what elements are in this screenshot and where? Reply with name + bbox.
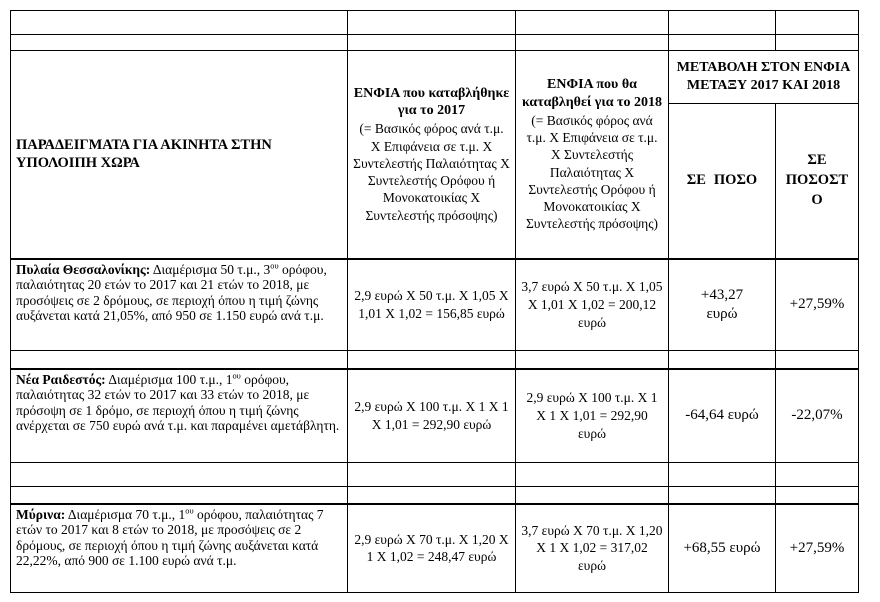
- subheader-change-percent: ΣΕ ΠΟΣΟΣΤΟ: [775, 103, 859, 259]
- header-examples: ΠΑΡΑΔΕΙΓΜΑΤΑ ΓΙΑ ΑΚΙΝΗΤΑ ΣΤΗΝ ΥΠΟΛΟΙΠΗ Χ…: [10, 50, 348, 259]
- change-amount-cell: +43,27 ευρώ: [668, 257, 776, 351]
- ordinal-superscript: ου: [232, 371, 241, 380]
- calc-2017-cell: 2,9 ευρώ Χ 70 τ.μ. Χ 1,20 Χ 1 Χ 1,02 = 2…: [347, 502, 516, 593]
- spacer-cell: [775, 350, 859, 369]
- spacer-cell: [347, 462, 516, 487]
- header-enfia-2018: ΕΝΦΙΑ που θα καταβληθεί για το 2018 (= Β…: [515, 50, 669, 259]
- header-enfia-2018-title: ΕΝΦΙΑ που θα καταβληθεί για το 2018: [522, 76, 662, 110]
- header-enfia-2017-formula: (= Βασικός φόρος ανά τ.μ. Χ Επιφάνεια σε…: [353, 121, 510, 223]
- property-name: Πυλαία Θεσσαλονίκης:: [16, 261, 151, 277]
- spacer-cell: [668, 462, 776, 487]
- header-enfia-2018-formula: (= Βασικός φόρος ανά τ.μ. Χ Επιφάνεια σε…: [525, 112, 659, 232]
- description-text: Διαμέρισμα 50 τ.μ., 3: [152, 261, 271, 277]
- spacer-cell: [515, 10, 669, 35]
- calc-2018-cell: 3,7 ευρώ Χ 50 τ.μ. Χ 1,05 Χ 1,01 Χ 1,02 …: [515, 257, 669, 351]
- spacer-cell: [668, 10, 776, 35]
- spacer-cell: [515, 486, 669, 504]
- calc-2017-cell: 2,9 ευρώ Χ 50 τ.μ. Χ 1,05 Χ 1,01 Χ 1,02 …: [347, 257, 516, 351]
- spacer-row: [10, 350, 859, 369]
- description-text: ορόφου, παλαιότητας 32 ετών το 2017 και …: [16, 371, 340, 434]
- spacer-row: [10, 486, 859, 504]
- spacer-cell: [515, 34, 669, 51]
- spacer-cell: [10, 350, 348, 369]
- spacer-cell: [668, 486, 776, 504]
- spacer-cell: [347, 486, 516, 504]
- header-enfia-2017-title: ΕΝΦΙΑ που καταβλήθηκε για το 2017: [353, 85, 510, 119]
- calc-2018-cell: 2,9 ευρώ Χ 100 τ.μ. Χ 1 Χ 1 Χ 1,01 = 292…: [515, 367, 669, 463]
- spacer-cell: [347, 34, 516, 51]
- header-change: ΜΕΤΑΒΟΛΗ ΣΤΟΝ ΕΝΦΙΑ ΜΕΤΑΞΥ 2017 ΚΑΙ 2018: [668, 50, 859, 104]
- property-description: Πυλαία Θεσσαλονίκης: Διαμέρισμα 50 τ.μ.,…: [10, 257, 348, 351]
- spacer-cell: [775, 34, 859, 51]
- change-amount-value: +43,27 ευρώ: [700, 287, 744, 322]
- spacer-cell: [10, 462, 348, 487]
- change-percent-cell: +27,59%: [775, 257, 859, 351]
- change-amount-cell: -64,64 ευρώ: [668, 367, 776, 463]
- change-percent-cell: -22,07%: [775, 367, 859, 463]
- spacer-row: [10, 462, 859, 487]
- enfia-comparison-table: ΠΑΡΑΔΕΙΓΜΑΤΑ ΓΙΑ ΑΚΙΝΗΤΑ ΣΤΗΝ ΥΠΟΛΟΙΠΗ Χ…: [10, 10, 859, 593]
- description-text: ορόφου, παλαιότητας 7 ετών το 2017 και 8…: [16, 506, 324, 569]
- spacer-cell: [347, 10, 516, 35]
- change-amount-cell: +68,55 ευρώ: [668, 502, 776, 593]
- spacer-cell: [10, 486, 348, 504]
- header-sub-row: ΣΕ ΠΟΣΟ ΣΕ ΠΟΣΟΣΤΟ: [11, 103, 859, 259]
- property-description: Νέα Ραιδεστός: Διαμέρισμα 100 τ.μ., 1ου …: [10, 367, 348, 463]
- spacer-cell: [347, 350, 516, 369]
- calc-2018-cell: 3,7 ευρώ Χ 70 τ.μ. Χ 1,20 Χ 1 Χ 1,02 = 3…: [515, 502, 669, 593]
- table-row-pylaia: Πυλαία Θεσσαλονίκης: Διαμέρισμα 50 τ.μ.,…: [10, 257, 859, 351]
- subheader-change-amount: ΣΕ ΠΟΣΟ: [668, 103, 776, 259]
- ordinal-superscript: ου: [185, 506, 194, 515]
- property-description: Μύρινα: Διαμέρισμα 70 τ.μ., 1ου ορόφου, …: [10, 502, 348, 593]
- spacer-cell: [668, 350, 776, 369]
- spacer-row: [10, 10, 859, 35]
- calc-2017-cell: 2,9 ευρώ Χ 100 τ.μ. Χ 1 Χ 1 Χ 1,01 = 292…: [347, 367, 516, 463]
- description-text: ορόφου, παλαιότητας 20 ετών το 2017 και …: [16, 261, 327, 324]
- spacer-cell: [515, 350, 669, 369]
- property-name: Μύρινα:: [16, 506, 66, 522]
- header-enfia-2017: ΕΝΦΙΑ που καταβλήθηκε για το 2017 (= Βασ…: [347, 50, 516, 259]
- spacer-cell: [775, 486, 859, 504]
- spacer-row: [10, 34, 859, 51]
- table-row-nea-raidestos: Νέα Ραιδεστός: Διαμέρισμα 100 τ.μ., 1ου …: [10, 367, 859, 463]
- spacer-cell: [668, 34, 776, 51]
- description-text: Διαμέρισμα 100 τ.μ., 1: [108, 371, 233, 387]
- spacer-cell: [10, 34, 348, 51]
- spacer-cell: [775, 10, 859, 35]
- table-row-myrina: Μύρινα: Διαμέρισμα 70 τ.μ., 1ου ορόφου, …: [10, 502, 859, 593]
- property-name: Νέα Ραιδεστός:: [16, 371, 106, 387]
- spacer-cell: [515, 462, 669, 487]
- spacer-cell: [10, 10, 348, 35]
- ordinal-superscript: ου: [270, 261, 279, 270]
- change-percent-cell: +27,59%: [775, 502, 859, 593]
- spacer-cell: [775, 462, 859, 487]
- description-text: Διαμέρισμα 70 τ.μ., 1: [67, 506, 186, 522]
- header-row: ΠΑΡΑΔΕΙΓΜΑΤΑ ΓΙΑ ΑΚΙΝΗΤΑ ΣΤΗΝ ΥΠΟΛΟΙΠΗ Χ…: [10, 50, 859, 259]
